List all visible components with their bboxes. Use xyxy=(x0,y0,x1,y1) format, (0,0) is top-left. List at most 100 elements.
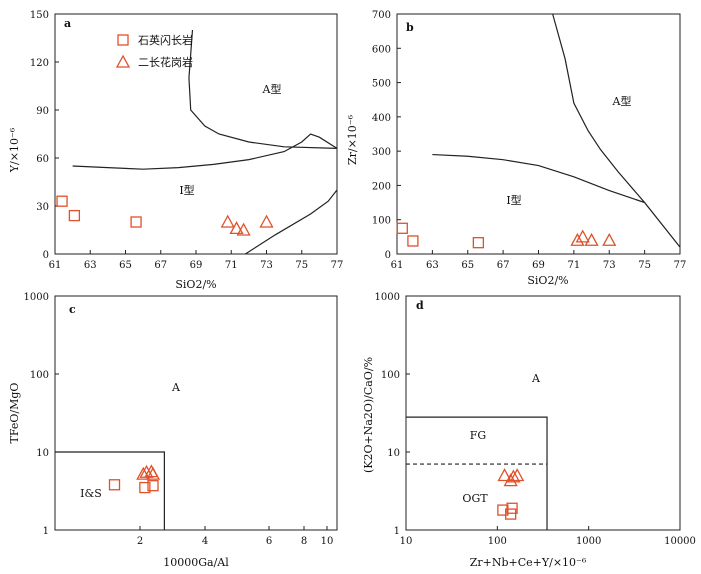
panel-b-region-A: A型 xyxy=(612,94,632,108)
panel-b-letter: b xyxy=(406,21,414,34)
panel-a-ytick: 150 xyxy=(30,10,49,21)
panel-c-xlabel: 10000Ga/Al xyxy=(163,556,229,569)
panel-b-region-I: I型 xyxy=(506,193,521,207)
panel-b-point-square xyxy=(472,237,485,249)
panel-a-xtick: 61 xyxy=(49,260,62,271)
panel-a-point-square xyxy=(68,209,81,222)
legend-square-marker xyxy=(117,34,129,46)
panel-a-boundary xyxy=(245,189,338,255)
panel-a-xtick: 75 xyxy=(295,260,308,271)
panel-c-xtick: 8 xyxy=(301,536,307,547)
panel-b-xlabel: SiO2/% xyxy=(527,274,568,287)
panel-d-point-square xyxy=(506,502,518,514)
panel-d-xtick: 100 xyxy=(488,536,507,547)
panel-c-xtick: 2 xyxy=(137,536,143,547)
panel-d-ytick: 10 xyxy=(387,448,400,459)
panel-c-xtick: 10 xyxy=(321,536,334,547)
panel-c-region-A: A xyxy=(171,381,181,394)
panel-a-point-square xyxy=(130,216,142,228)
panel-d-xtick: 10 xyxy=(400,536,413,547)
panel-a-xtick: 71 xyxy=(225,260,238,271)
panel-d-ytick: 1 xyxy=(394,526,400,537)
panel-b-ytick: 700 xyxy=(372,10,391,21)
panel-b-xtick: 73 xyxy=(603,260,616,271)
panel-c-point-square xyxy=(147,480,159,492)
panel-d-xlabel: Zr+Nb+Ce+Y/×10⁻⁶ xyxy=(470,556,587,569)
panel-b-xtick: 75 xyxy=(638,260,651,271)
panel-b-xtick: 71 xyxy=(568,260,581,271)
panel-c-region-IS: I&S xyxy=(80,487,102,500)
panel-c-point-square xyxy=(108,479,121,491)
panel-a-ytick: 0 xyxy=(43,250,49,261)
panel-b-xtick: 69 xyxy=(532,260,545,271)
panel-a-xlabel: SiO2/% xyxy=(175,278,216,291)
panel-d-ytick: 1000 xyxy=(375,292,400,303)
panel-b-ytick: 300 xyxy=(372,147,391,158)
panel-c-ytick: 100 xyxy=(30,370,49,381)
panel-b-point-square xyxy=(407,235,419,247)
panel-b-ytick: 200 xyxy=(372,181,391,192)
panel-a-point-triangle xyxy=(229,221,244,235)
legend-triangle-label: 二长花岗岩 xyxy=(138,55,193,69)
panel-b-xtick: 63 xyxy=(426,260,439,271)
panel-a-region-I: I型 xyxy=(179,183,194,197)
panel-a-boundary xyxy=(72,133,338,170)
panel-d-point-square xyxy=(497,504,509,516)
panel-d-letter: d xyxy=(416,299,424,312)
panel-a-xtick: 73 xyxy=(260,260,273,271)
panel-c-letter: c xyxy=(69,303,76,316)
panel-c-xtick: 4 xyxy=(202,536,208,547)
panel-a-region-A: A型 xyxy=(262,82,282,96)
panel-a-xtick: 65 xyxy=(119,260,132,271)
panel-d-point-square xyxy=(505,508,517,520)
panel-b-point-square xyxy=(396,222,408,234)
panel-d-boundary xyxy=(406,416,548,530)
panel-a-point-triangle xyxy=(236,222,251,236)
panel-d-frame xyxy=(405,295,681,531)
panel-a-ytick: 60 xyxy=(36,154,49,165)
panel-a-xtick: 77 xyxy=(331,260,344,271)
panel-b-ytick: 100 xyxy=(372,216,391,227)
panel-a-ytick: 120 xyxy=(30,58,49,69)
panel-d-point-triangle xyxy=(497,468,512,482)
panel-d-xtick: 10000 xyxy=(664,536,696,547)
panel-a-point-triangle xyxy=(259,214,274,228)
panel-d-region-A: A xyxy=(531,372,541,385)
panel-b-point-triangle xyxy=(570,232,585,246)
panel-b-xtick: 67 xyxy=(497,260,510,271)
legend-square-label: 石英闪长岩 xyxy=(138,33,193,47)
panel-a-xtick: 67 xyxy=(154,260,167,271)
panel-b-point-triangle xyxy=(575,229,590,243)
panel-b-xtick: 61 xyxy=(391,260,404,271)
panel-c-ytick: 1 xyxy=(43,526,49,537)
panel-b-ytick: 600 xyxy=(372,44,391,55)
panel-a-point-triangle xyxy=(220,214,235,228)
panel-c-ytick: 10 xyxy=(36,448,49,459)
panel-d-point-triangle xyxy=(506,469,521,483)
panel-a-ytick: 90 xyxy=(36,106,49,117)
panel-b-ylabel: Zr/×10⁻⁶ xyxy=(346,114,359,165)
panel-b-ytick: 0 xyxy=(385,250,391,261)
panel-d-region-FG: FG xyxy=(470,429,486,442)
legend-triangle-marker xyxy=(115,54,131,68)
panel-c-ytick: 1000 xyxy=(24,292,49,303)
panel-a-letter: a xyxy=(64,17,71,30)
panel-b-frame xyxy=(396,13,681,255)
panel-b-ytick: 500 xyxy=(372,79,391,90)
panel-b-boundary xyxy=(552,13,646,203)
panel-a-ytick: 30 xyxy=(36,202,49,213)
panel-d-ytick: 100 xyxy=(381,370,400,381)
panel-d-point-triangle xyxy=(510,468,525,482)
panel-c-point-square xyxy=(139,481,151,494)
panel-c-point-triangle xyxy=(145,466,161,480)
panel-b-ytick: 400 xyxy=(372,113,391,124)
panel-a-ylabel: Y/×10⁻⁶ xyxy=(8,127,21,173)
panel-d-ylabel: (K2O+Na2O)/CaO/% xyxy=(362,357,375,473)
panel-a-xtick: 69 xyxy=(190,260,203,271)
panel-c-frame xyxy=(54,295,338,531)
panel-a-boundary xyxy=(188,29,338,149)
panel-b-point-triangle xyxy=(602,232,617,246)
panel-b-boundary xyxy=(432,153,681,248)
panel-b-xtick: 77 xyxy=(674,260,687,271)
